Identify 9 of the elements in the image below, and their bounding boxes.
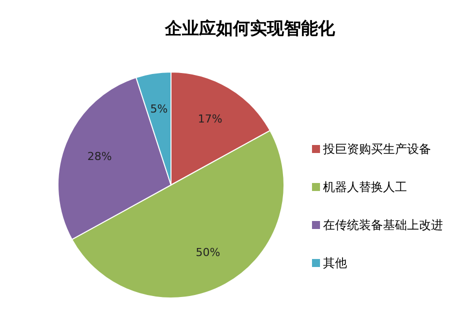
chart-title: 企业应如何实现智能化 xyxy=(164,18,336,40)
legend-label: 投巨资购买生产设备 xyxy=(323,140,431,158)
data-label: 28% xyxy=(87,150,112,164)
data-label: 5% xyxy=(150,102,168,116)
legend-label: 在传统装备基础上改进 xyxy=(323,216,443,234)
legend-label: 其他 xyxy=(323,254,347,272)
data-label: 50% xyxy=(196,246,220,259)
legend-label: 机器人替换人工 xyxy=(323,178,407,196)
data-label: 17% xyxy=(198,112,222,126)
